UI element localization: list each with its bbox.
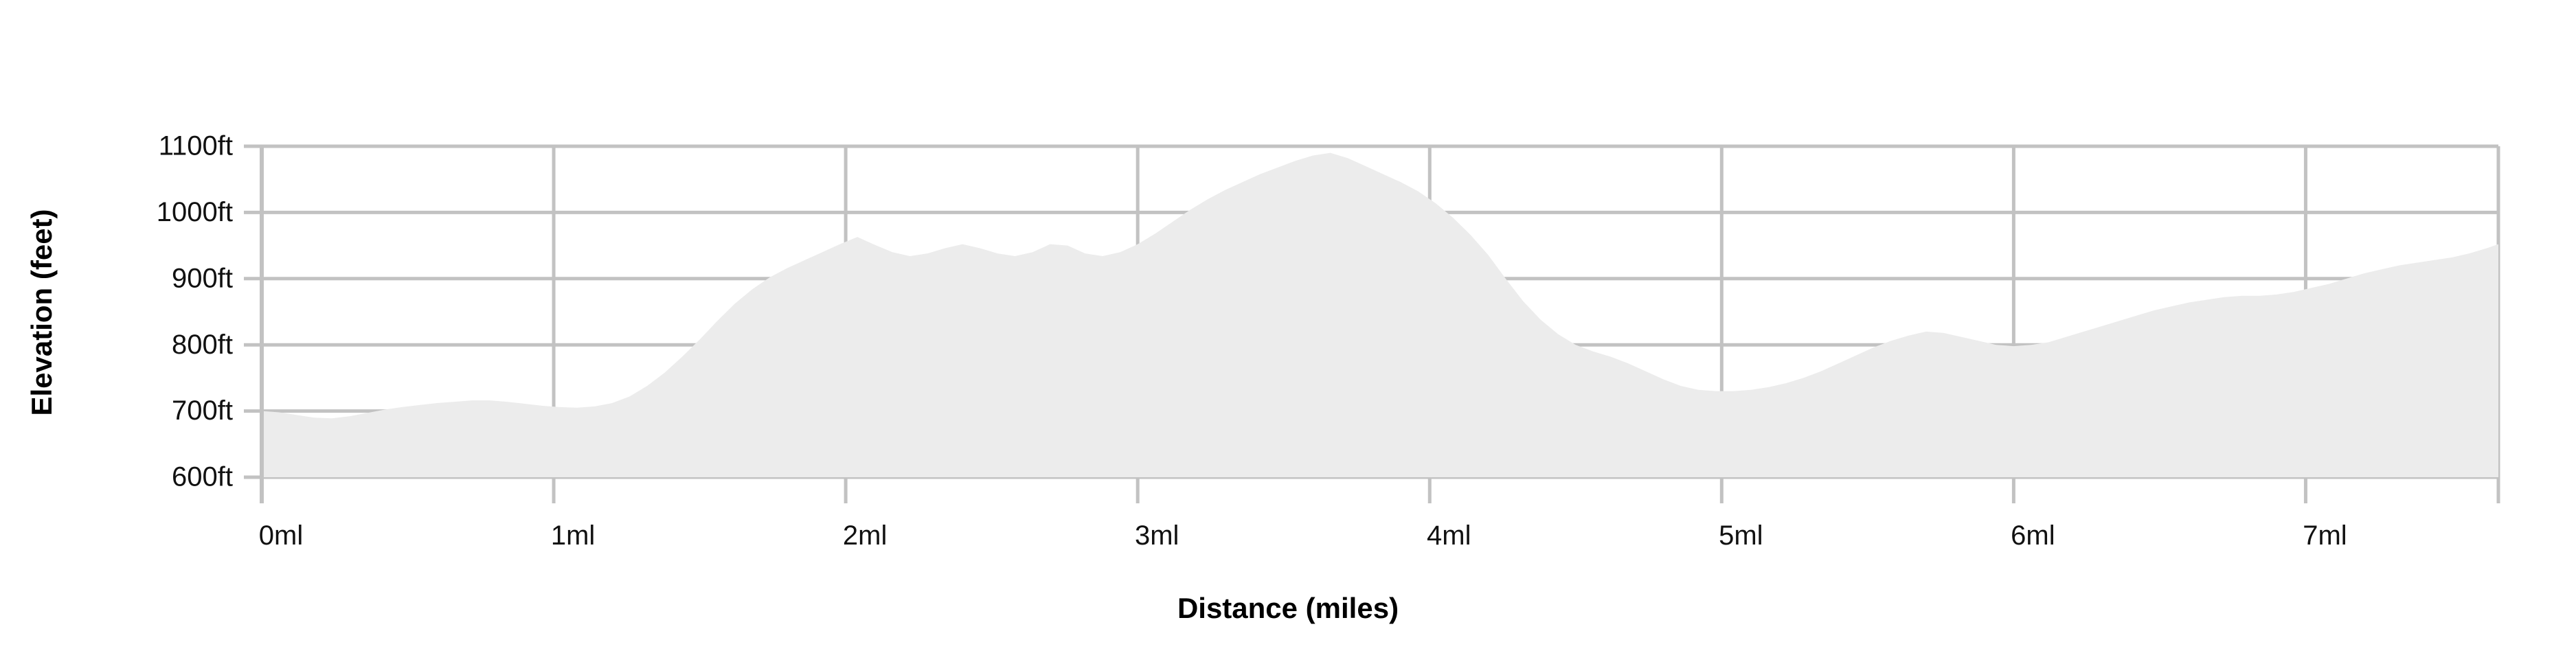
- x-axis-title: Distance (miles): [1177, 592, 1399, 624]
- x-tick-label: 4ml: [1427, 520, 1471, 551]
- x-tick-label: 1ml: [551, 520, 595, 551]
- y-tick-label: 900ft: [172, 263, 233, 293]
- elevation-area-series: [262, 152, 2498, 477]
- y-tick-labels: 600ft 700ft 800ft 900ft 1000ft 1100ft: [157, 131, 233, 492]
- y-tick-label: 600ft: [172, 462, 233, 492]
- x-tick-label: 6ml: [2011, 520, 2055, 551]
- y-axis-title: Elevation (feet): [25, 209, 58, 415]
- x-tick-label: 0ml: [259, 520, 303, 551]
- y-tick-label: 1100ft: [159, 131, 233, 161]
- x-tick-label: 7ml: [2303, 520, 2347, 551]
- x-tick-labels: 0ml 1ml 2ml 3ml 4ml 5ml 6ml 7ml: [259, 520, 2347, 551]
- x-tick-label: 2ml: [843, 520, 887, 551]
- x-tick-label: 5ml: [1719, 520, 1763, 551]
- x-tick-label: 3ml: [1135, 520, 1179, 551]
- y-tick-label: 700ft: [172, 396, 233, 426]
- y-tick-label: 1000ft: [157, 197, 233, 227]
- y-tick-label: 800ft: [172, 330, 233, 360]
